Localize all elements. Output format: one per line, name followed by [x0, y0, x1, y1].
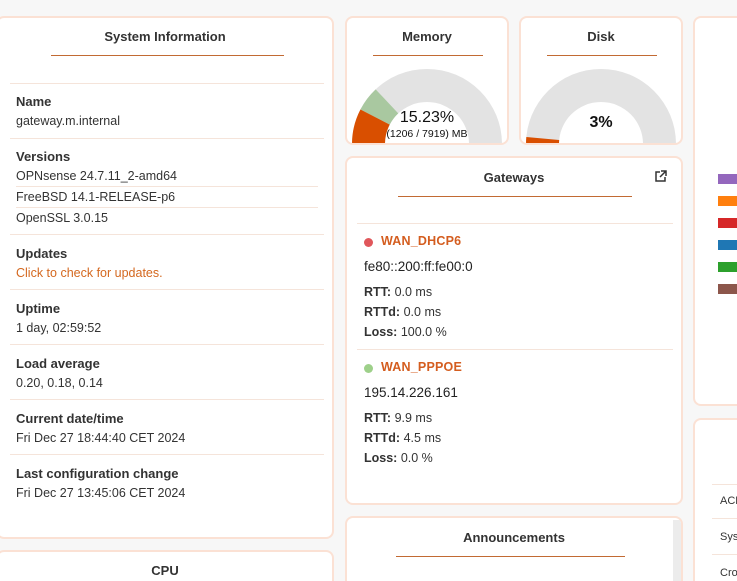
version-freebsd: FreeBSD 14.1-RELEASE-p6 [16, 190, 176, 204]
disk-title: Disk [587, 29, 615, 44]
load-average-label: Load average [16, 356, 100, 371]
cpu-title: CPU [151, 563, 179, 578]
right-services-card [693, 418, 737, 581]
memory-title: Memory [402, 29, 452, 44]
gateway-name: WAN_PPPOE [381, 360, 462, 374]
disk-gauge [526, 69, 676, 143]
loss-value: 100.0 % [400, 325, 447, 339]
announcements-card: Announcements [345, 516, 683, 581]
legend-swatch[interactable] [718, 240, 737, 250]
rttd-label: RTTd: [364, 305, 401, 319]
right-chart-card [693, 16, 737, 406]
gateway-address: fe80::200:ff:fe00:0 [364, 259, 473, 274]
rttd-value: 0.0 ms [403, 305, 442, 319]
version-opnsense: OPNsense 24.7.11_2-amd64 [16, 169, 177, 183]
gauge-used-segment [526, 136, 560, 143]
rtt-value: 0.0 ms [394, 285, 433, 299]
gauge-free-segment [526, 69, 676, 143]
title-divider [396, 556, 625, 557]
rttd-value: 4.5 ms [403, 431, 442, 445]
title-divider [51, 55, 284, 56]
service-row-label: Sys [720, 531, 737, 543]
gauge-arc-segment [360, 89, 399, 125]
datetime-value: Fri Dec 27 18:44:40 CET 2024 [16, 431, 186, 445]
memory-gauge [352, 69, 502, 143]
last-config-value: Fri Dec 27 13:45:06 CET 2024 [16, 486, 186, 500]
title-divider [547, 55, 657, 56]
cpu-card: CPU [0, 550, 334, 581]
version-openssl: OpenSSL 3.0.15 [16, 211, 108, 225]
loss-label: Loss: [364, 451, 398, 465]
name-label: Name [16, 94, 52, 109]
service-row-label: ACM [720, 495, 737, 507]
load-average-value: 0.20, 0.18, 0.14 [16, 376, 103, 390]
announcements-title: Announcements [463, 530, 565, 545]
gateway-address: 195.14.226.161 [364, 385, 458, 400]
rtt-label: RTT: [364, 411, 392, 425]
disk-card: Disk 3% [519, 16, 683, 145]
uptime-label: Uptime [16, 301, 61, 316]
gateways-card: Gateways WAN_DHCP6 fe80::200:ff:fe00:0 R… [345, 156, 683, 505]
legend-swatch[interactable] [718, 196, 737, 206]
loss-value: 0.0 % [400, 451, 433, 465]
legend-swatch[interactable] [718, 262, 737, 272]
legend-swatch[interactable] [718, 218, 737, 228]
datetime-label: Current date/time [16, 411, 124, 426]
memory-card: Memory 15.23% (1206 / 7919) MB [345, 16, 509, 145]
external-link-icon[interactable] [654, 170, 667, 188]
memory-percent: 15.23% [399, 109, 455, 126]
legend-swatch[interactable] [718, 174, 737, 184]
rtt-value: 9.9 ms [394, 411, 433, 425]
gauge-used-segment [352, 109, 390, 143]
loss-label: Loss: [364, 325, 398, 339]
memory-detail: (1206 / 7919) MB [386, 128, 468, 140]
rttd-label: RTTd: [364, 431, 401, 445]
last-config-label: Last configuration change [16, 466, 179, 481]
disk-percent: 3% [589, 114, 613, 131]
legend-swatch[interactable] [718, 284, 737, 294]
gateways-title: Gateways [483, 170, 545, 185]
gateway-status-dot [364, 364, 373, 373]
gateway-name: WAN_DHCP6 [381, 234, 462, 248]
scrollbar[interactable] [673, 520, 681, 581]
title-divider [373, 55, 483, 56]
rtt-label: RTT: [364, 285, 392, 299]
name-value: gateway.m.internal [16, 114, 120, 128]
service-row-label: Cro [720, 567, 737, 579]
title-divider [398, 196, 632, 197]
check-updates-link[interactable]: Click to check for updates. [16, 266, 163, 280]
system-information-title: System Information [104, 29, 226, 44]
uptime-value: 1 day, 02:59:52 [16, 321, 102, 335]
system-information-card: System Information Name gateway.m.intern… [0, 16, 334, 539]
versions-label: Versions [16, 149, 71, 164]
gateway-status-dot [364, 238, 373, 247]
updates-label: Updates [16, 246, 68, 261]
